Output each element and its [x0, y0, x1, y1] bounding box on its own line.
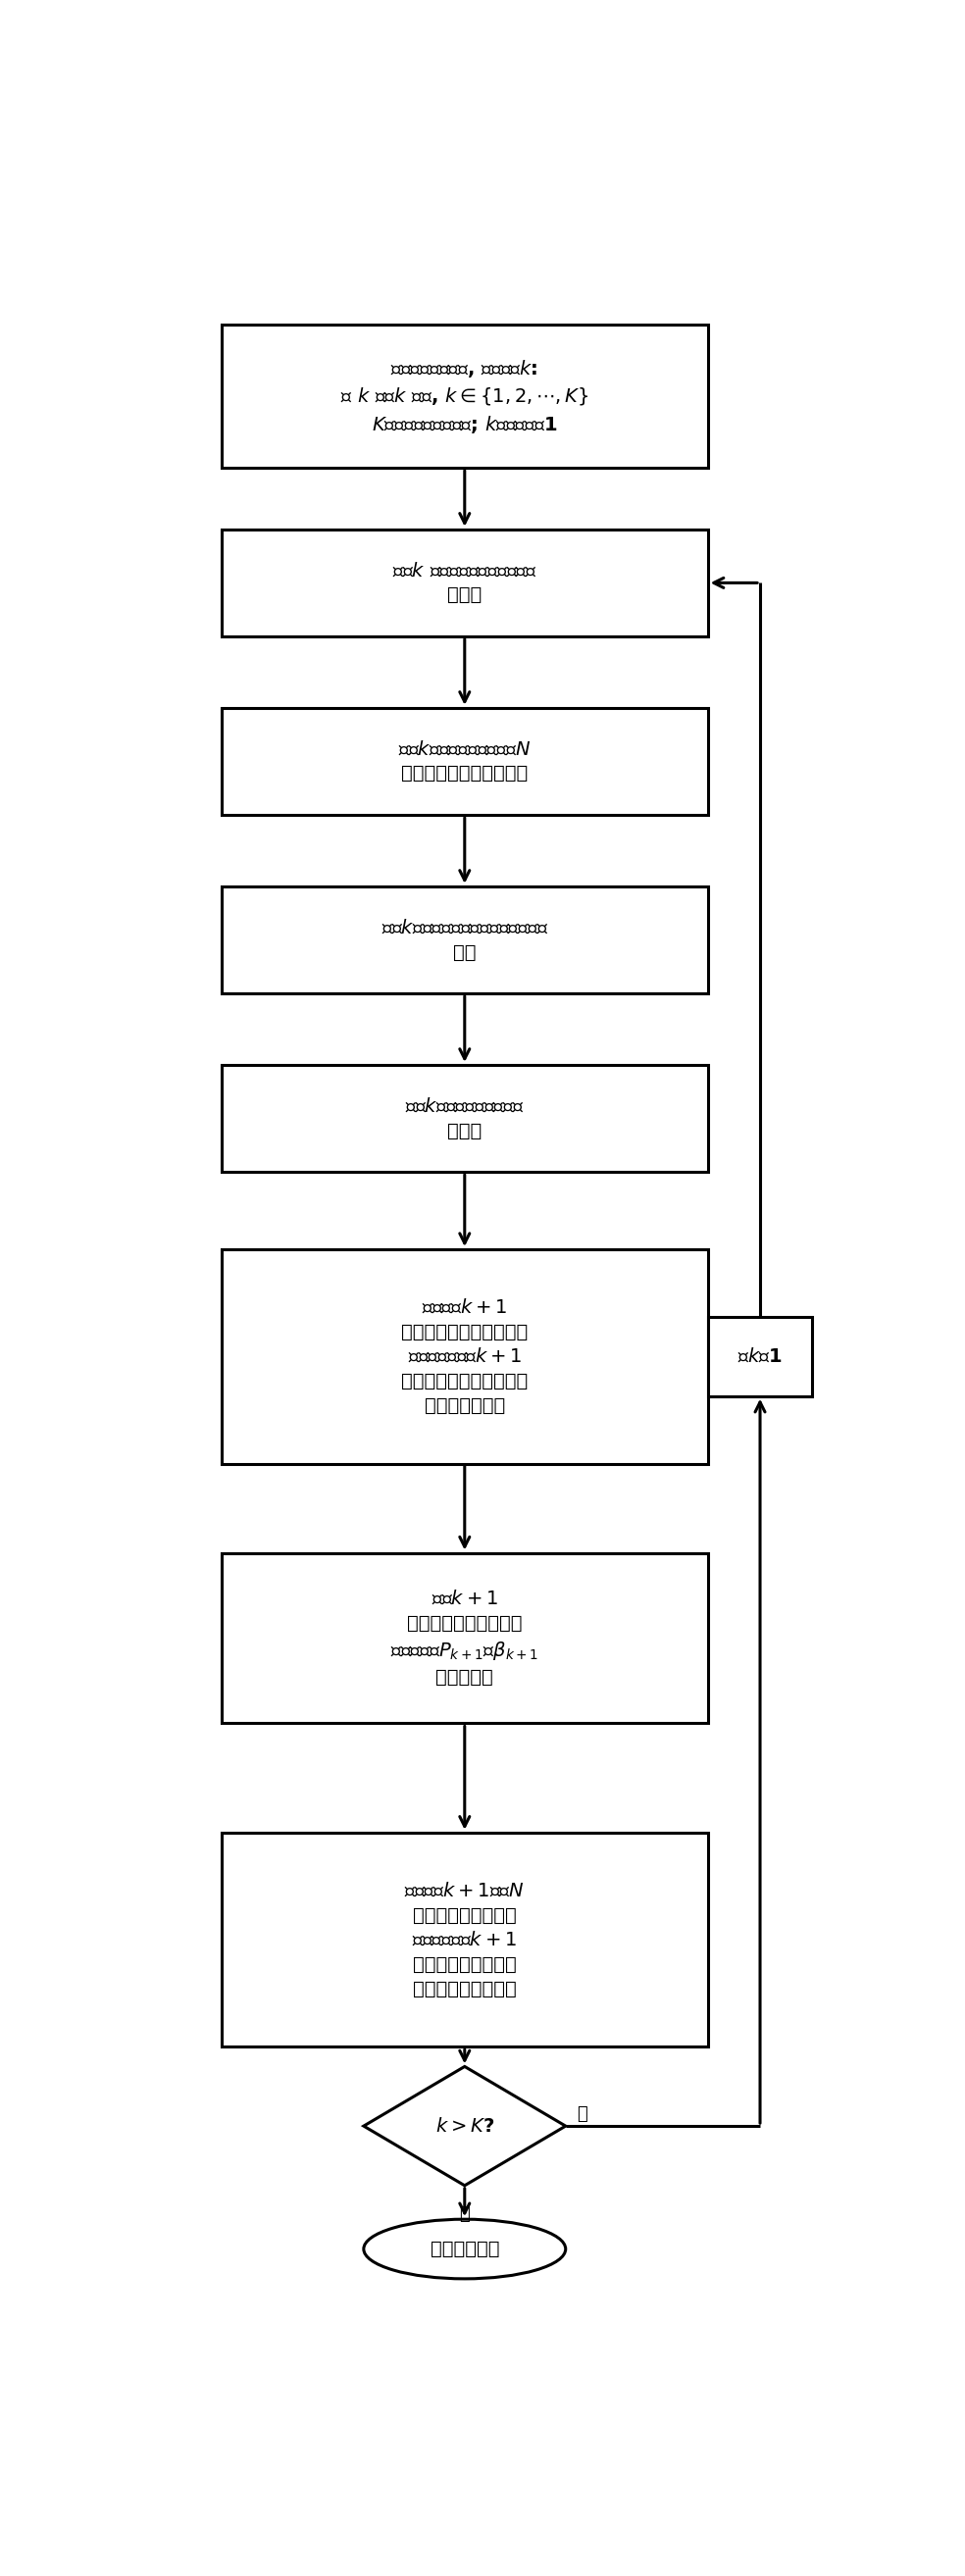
FancyBboxPatch shape: [222, 1553, 707, 1723]
FancyBboxPatch shape: [222, 1249, 707, 1463]
FancyBboxPatch shape: [708, 1316, 812, 1396]
FancyBboxPatch shape: [222, 886, 707, 994]
Text: 计算$k+1$
时刻组网雷达系统资源
分配的关于$P_{k+1}$和$\beta_{k+1}$
的代价函数: 计算$k+1$ 时刻组网雷达系统资源 分配的关于$P_{k+1}$和$\beta…: [391, 1589, 538, 1687]
FancyBboxPatch shape: [222, 708, 707, 814]
Text: 依次计算$k+1$
时刻的目标状态向量的贝
叶斯信息矩阵和$k+1$
时刻的目标状态向量的克
拉美罗下界矩阵: 依次计算$k+1$ 时刻的目标状态向量的贝 叶斯信息矩阵和$k+1$ 时刻的目标…: [401, 1298, 528, 1414]
Text: 是: 是: [459, 2205, 470, 2223]
Text: 分别计算$k+1$时刻$N$
个雷达站的发射信号
功率输出値和$k+1$
时刻组网雷达系统的
发射信号带宽输出値: 分别计算$k+1$时刻$N$ 个雷达站的发射信号 功率输出値和$k+1$ 时刻组…: [404, 1880, 525, 1999]
FancyBboxPatch shape: [222, 1064, 707, 1172]
Ellipse shape: [364, 2221, 565, 2280]
Text: 计算$k$时刻的目标状态向量
估计値: 计算$k$时刻的目标状态向量 估计値: [405, 1097, 524, 1141]
Text: 建立组网雷达系统, 并初始化$k$:
令 $k$ 表示$k$ 时刻, $k\in\{1,2,\cdots,K\}$
$K$为设定的时刻最大値; $k$的初始値为: 建立组网雷达系统, 并初始化$k$: 令 $k$ 表示$k$ 时刻, $k\in…: [341, 358, 589, 435]
Text: 令$k$加1: 令$k$加1: [737, 1347, 783, 1365]
Text: 否: 否: [577, 2105, 588, 2123]
Text: 设定$k$ 时刻的目标运动为匀速直
线运动: 设定$k$ 时刻的目标运动为匀速直 线运动: [392, 562, 538, 605]
FancyBboxPatch shape: [222, 528, 707, 636]
Text: 得到$k$时刻组网雷达系统中$N$
个雷达站的采样回波数据: 得到$k$时刻组网雷达系统中$N$ 个雷达站的采样回波数据: [399, 739, 531, 783]
FancyBboxPatch shape: [222, 1832, 707, 2048]
Text: 计算$k$时刻组网雷达系统对目标的量测
向量: 计算$k$时刻组网雷达系统对目标的量测 向量: [381, 917, 548, 961]
Text: $k>K$?: $k>K$?: [435, 2117, 494, 2136]
FancyBboxPatch shape: [222, 325, 707, 469]
Polygon shape: [364, 2066, 565, 2184]
Text: 目标跟踪结束: 目标跟踪结束: [430, 2239, 499, 2259]
